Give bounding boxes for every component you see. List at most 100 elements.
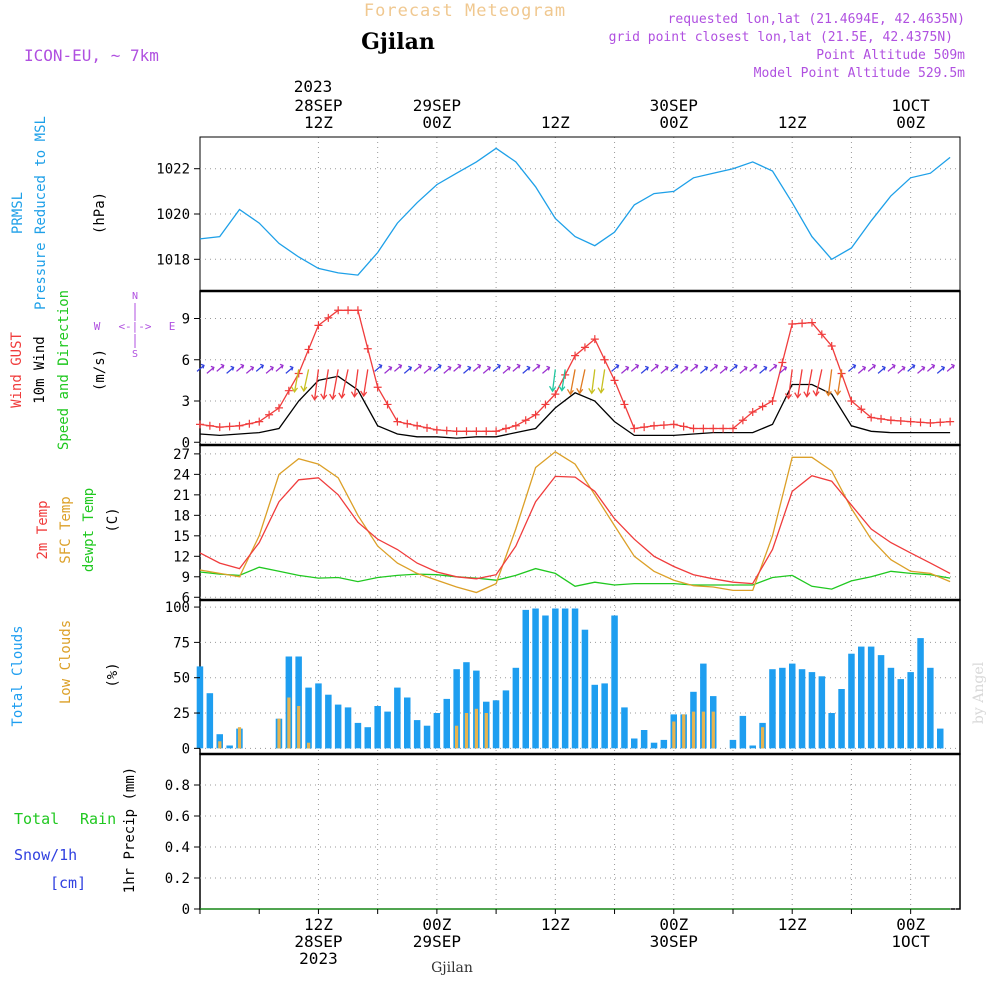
- top-time-label: 12Z: [778, 113, 807, 132]
- gust-marker: [610, 376, 619, 385]
- wind-arrow: [699, 366, 708, 374]
- y-tick-label: 0: [182, 902, 190, 918]
- wind-unit-label: (m/s): [92, 349, 108, 391]
- wind-arrow-head: [824, 390, 832, 397]
- sfc-temp-label: SFC Temp: [58, 496, 74, 563]
- gust-marker: [877, 414, 886, 423]
- total-clouds-bar: [818, 676, 826, 749]
- wind-arrow: [680, 366, 689, 374]
- total-clouds-bar: [552, 608, 559, 749]
- wind-arrow: [797, 369, 803, 398]
- gust-marker: [255, 417, 264, 426]
- wind-arrow-head: [378, 363, 383, 369]
- total-clouds-bar: [364, 727, 371, 749]
- wind-arrow: [769, 364, 777, 372]
- wind-arrow-head: [338, 392, 346, 400]
- gust-marker: [936, 418, 945, 427]
- clouds-panel-labels: Total Clouds Low Clouds (%): [10, 620, 121, 727]
- total-clouds-bar: [542, 615, 549, 749]
- gust-marker: [511, 421, 520, 430]
- gust-marker: [916, 418, 925, 427]
- y-tick-label: 0.2: [165, 871, 190, 887]
- bottom-time-label: 2023: [299, 949, 338, 968]
- gust-marker: [778, 358, 787, 367]
- bottom-time-label: 12Z: [778, 915, 807, 934]
- wind-arrow-head: [834, 389, 842, 396]
- wind-arrow: [463, 366, 471, 374]
- low-clouds-bar: [691, 711, 696, 749]
- gust-marker: [442, 426, 451, 435]
- wind-arrow-head: [704, 365, 709, 371]
- wind-arrow: [815, 369, 823, 396]
- wind-arrow-head: [487, 365, 491, 371]
- wind-arrow: [255, 364, 264, 372]
- y-tick-label: 25: [173, 706, 190, 722]
- snow-label: Snow/1h: [14, 846, 77, 864]
- top-time-label: 00Z: [659, 113, 688, 132]
- low-clouds-bar: [464, 713, 469, 749]
- wind-arrow-head: [694, 363, 699, 369]
- gust-marker: [521, 416, 530, 425]
- compass-arrows: <-|->: [118, 320, 151, 333]
- wind-arrow-head: [388, 365, 393, 371]
- pressure-panel-labels: PRMSL Pressure Reduced to MSL (hPa): [10, 116, 108, 310]
- wind-direction-label: Speed and Direction: [56, 290, 72, 450]
- wind-arrow-head: [210, 365, 215, 371]
- wind-arrow: [323, 369, 329, 399]
- total-clouds-bar: [739, 715, 747, 749]
- bottom-time-label: 28SEP: [294, 932, 342, 951]
- wind-arrow: [836, 369, 843, 395]
- wind-arrow: [226, 366, 235, 374]
- total-clouds-bar: [937, 728, 944, 749]
- total-clouds-label: Total Clouds: [10, 625, 26, 726]
- y-tick-label: 0: [182, 435, 190, 451]
- wind-arrow: [621, 366, 629, 374]
- wind-arrow: [827, 369, 833, 396]
- wind-arrow-head: [457, 363, 462, 369]
- total-clouds-bar: [384, 711, 391, 749]
- gust-marker: [284, 386, 293, 395]
- top-time-label: 12Z: [541, 113, 570, 132]
- wind-arrow-head: [723, 365, 728, 371]
- y-tick-label: 24: [173, 467, 190, 483]
- wind-arrow: [384, 366, 392, 374]
- wind-arrow: [196, 364, 205, 372]
- gust-marker: [324, 313, 333, 322]
- total-clouds-bar: [522, 609, 529, 749]
- total-clouds-bar: [413, 720, 421, 749]
- gust-marker: [719, 424, 728, 433]
- total-clouds-bar: [749, 745, 756, 749]
- wind-arrow: [778, 366, 787, 374]
- gust-marker: [501, 424, 510, 433]
- gust-marker: [689, 424, 698, 433]
- gust-marker: [590, 335, 599, 344]
- low-clouds-bar: [218, 741, 222, 749]
- wind-arrow-head: [684, 365, 689, 371]
- wind-arrow: [806, 369, 813, 397]
- gridpoint-coordinates: grid point closest lon,lat (21.5E, 42.43…: [609, 30, 953, 45]
- wind-arrow-head: [300, 385, 308, 393]
- low-clouds-bar: [761, 727, 765, 749]
- wind-arrow: [423, 366, 432, 374]
- wind-arrow: [433, 364, 442, 372]
- clouds-unit-label: (%): [105, 662, 121, 687]
- wind-arrow-head: [931, 363, 936, 369]
- top-time-label: 00Z: [422, 113, 451, 132]
- low-clouds-label: Low Clouds: [58, 620, 74, 704]
- wind-arrow-head: [467, 365, 472, 371]
- wind-arrow: [394, 364, 402, 372]
- wind-arrow: [551, 369, 556, 392]
- wind-arrow-head: [320, 393, 328, 401]
- wind-arrow: [887, 364, 896, 372]
- wind-arrow-head: [625, 365, 630, 371]
- wind-arrow-head: [290, 386, 299, 394]
- wind-gust-label: Wind GUST: [9, 332, 25, 408]
- top-time-label: 12Z: [304, 113, 333, 132]
- wind-arrow-head: [615, 363, 620, 369]
- wind-arrow: [749, 364, 758, 372]
- total-clouds-bar: [877, 655, 885, 749]
- top-time-label: 00Z: [896, 113, 925, 132]
- gust-marker: [758, 402, 767, 411]
- wind-arrow: [512, 364, 521, 372]
- gust-marker: [827, 342, 836, 350]
